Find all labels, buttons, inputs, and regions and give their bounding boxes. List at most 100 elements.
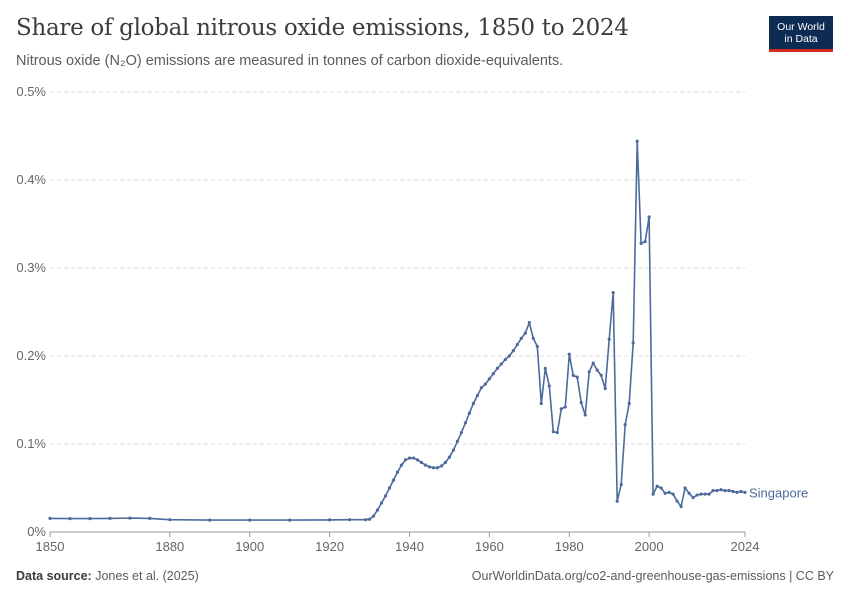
data-point [587, 370, 591, 374]
data-point [383, 494, 388, 498]
data-point [631, 341, 635, 345]
data-point [491, 372, 495, 376]
data-point [327, 518, 332, 522]
data-point [563, 405, 567, 409]
data-point [523, 331, 527, 335]
x-tick-label: 1880 [155, 539, 184, 554]
data-point [695, 493, 699, 497]
x-tick-label: 1960 [475, 539, 504, 554]
data-point [447, 455, 452, 459]
data-point [615, 499, 619, 503]
chart-title: Share of global nitrous oxide emissions,… [16, 15, 629, 41]
y-tick-label: 0.2% [16, 348, 46, 363]
data-source-label: Data source: [16, 569, 92, 583]
data-point [495, 366, 499, 370]
data-point [479, 386, 483, 390]
data-point [387, 486, 392, 490]
y-tick-label: 0% [27, 524, 46, 539]
data-point [607, 337, 611, 341]
data-point [415, 458, 420, 462]
data-point [475, 394, 479, 398]
logo-line-2: in Data [784, 33, 818, 45]
logo-line-1: Our World [777, 21, 825, 33]
data-point [48, 516, 52, 520]
data-point [727, 489, 731, 493]
data-point [208, 518, 212, 522]
data-point [531, 336, 535, 340]
data-point [108, 516, 112, 520]
data-point [395, 470, 400, 474]
data-point [451, 448, 456, 452]
data-point [583, 413, 587, 417]
data-point [659, 486, 663, 490]
data-point [248, 518, 252, 522]
data-point [403, 458, 408, 462]
data-point [579, 401, 583, 405]
data-point [639, 241, 643, 245]
data-point [68, 517, 72, 521]
data-point [347, 518, 352, 522]
data-point [635, 139, 639, 143]
footer-link[interactable]: OurWorldinData.org/co2-and-greenhouse-ga… [471, 569, 834, 583]
data-point [675, 499, 679, 503]
data-point [575, 375, 579, 379]
data-point [435, 466, 440, 470]
data-point [499, 362, 503, 366]
data-point [599, 373, 603, 377]
x-tick-label: 1940 [395, 539, 424, 554]
data-point [643, 240, 647, 244]
data-point [667, 490, 671, 494]
data-point [371, 514, 376, 518]
y-tick-label: 0.5% [16, 84, 46, 99]
data-point [455, 439, 460, 443]
data-point [507, 354, 511, 358]
data-point [407, 456, 412, 460]
data-point [503, 357, 507, 362]
data-point [128, 516, 132, 520]
data-point [427, 465, 432, 469]
x-tick-label: 2000 [635, 539, 664, 554]
owid-logo[interactable]: Our World in Data [769, 16, 833, 52]
data-point [627, 401, 631, 406]
data-point [483, 382, 487, 386]
data-point [687, 491, 691, 495]
y-tick-label: 0.1% [16, 436, 46, 451]
data-point [711, 489, 715, 493]
data-point [439, 464, 444, 468]
data-point [459, 430, 464, 435]
data-point [471, 401, 475, 406]
data-point [391, 478, 396, 482]
data-point [547, 384, 551, 388]
data-point [515, 342, 519, 347]
data-point [731, 489, 735, 494]
data-point [671, 492, 675, 496]
data-point [148, 516, 152, 520]
data-point [539, 401, 543, 406]
data-point [663, 491, 667, 495]
data-point [623, 423, 627, 427]
data-point [288, 518, 292, 522]
data-point [719, 488, 723, 492]
data-point [379, 501, 384, 505]
data-point [603, 386, 607, 391]
data-point [363, 518, 368, 522]
data-point [655, 484, 659, 488]
data-point [511, 349, 515, 353]
data-point [647, 215, 651, 219]
data-source-value[interactable]: Jones et al. (2025) [95, 569, 199, 583]
data-point [691, 496, 695, 500]
data-point [527, 320, 531, 325]
data-point [683, 486, 687, 490]
data-point [467, 411, 471, 415]
chart-subtitle: Nitrous oxide (N₂O) emissions are measur… [16, 53, 564, 69]
data-point [88, 517, 92, 521]
x-tick-label: 1900 [235, 539, 264, 554]
data-point [367, 517, 372, 521]
x-tick-label: 1850 [36, 539, 65, 554]
series-label-singapore: Singapore [749, 485, 808, 500]
data-source: Data source: Jones et al. (2025) [16, 569, 199, 583]
x-tick-label: 2024 [731, 539, 760, 554]
data-point [595, 368, 599, 372]
data-point [443, 460, 448, 465]
